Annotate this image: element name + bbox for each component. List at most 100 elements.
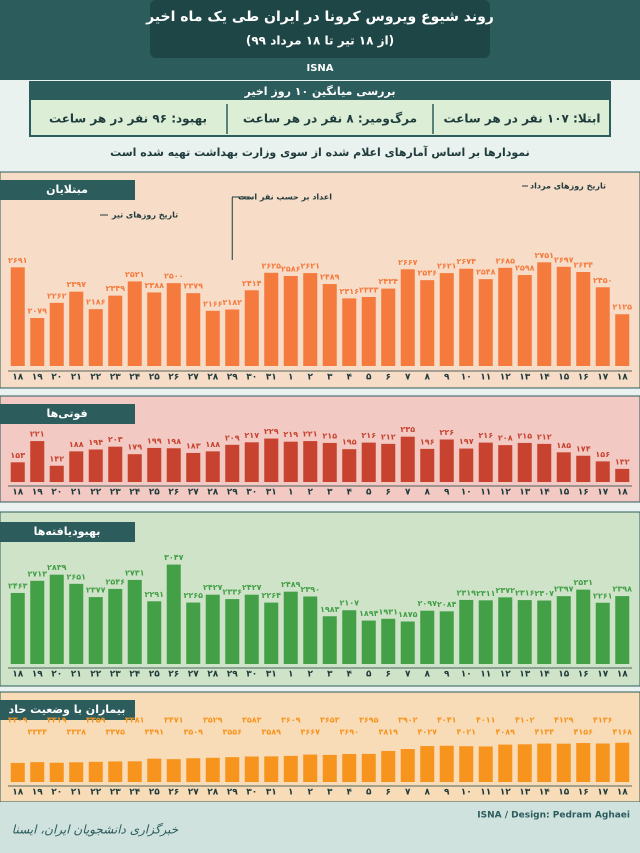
value-label: ۱۹۹ (147, 436, 162, 445)
value-label: ۲۳۷۲ (495, 586, 515, 595)
bar (517, 744, 532, 782)
x-tick-label: ۱۸ (12, 788, 23, 798)
x-tick-label: ۲۶ (168, 670, 179, 680)
value-label: ۱۷۴ (576, 444, 591, 453)
bar (322, 754, 337, 782)
bar (49, 302, 64, 366)
bar (517, 442, 532, 482)
x-tick-label: ۲۰ (51, 670, 62, 680)
value-label: ۲۵۰۰ (164, 272, 184, 281)
bar (381, 288, 396, 366)
value-label: ۲۳۸۸ (144, 281, 164, 290)
bar (127, 454, 142, 482)
bar (322, 284, 337, 366)
value-label: ۲۳۱۶ (339, 287, 359, 296)
value-label: ۳۳۳۸ (66, 728, 86, 737)
bar (186, 602, 201, 664)
value-label: ۲۴۲۷ (203, 583, 223, 592)
title-panel (150, 0, 490, 58)
x-tick-label: ۱۷ (597, 670, 608, 680)
x-tick-label: ۱۸ (617, 788, 628, 798)
bar (10, 462, 25, 482)
bar (127, 761, 142, 782)
bar (361, 620, 376, 664)
x-tick-label: ۲ (308, 788, 314, 798)
bar (30, 441, 45, 482)
value-label: ۴۰۸۹ (495, 728, 515, 737)
bar (478, 746, 493, 782)
x-tick-label: ۱۶ (578, 670, 589, 680)
bar (69, 451, 84, 482)
value-label: ۱۸۵ (556, 441, 571, 450)
x-tick-label: ۱۱ (480, 488, 491, 498)
x-tick-label: ۱۶ (578, 373, 589, 383)
bar (186, 452, 201, 482)
x-tick-label: ۲۵ (149, 788, 160, 798)
x-tick-label: ۶ (386, 488, 392, 498)
x-tick-label: ۲۵ (149, 373, 160, 383)
x-tick-label: ۶ (386, 670, 392, 680)
bar (30, 762, 45, 782)
x-tick-label: ۱۵ (558, 670, 569, 680)
x-tick-label: ۲۸ (207, 788, 218, 798)
x-tick-label: ۳۰ (246, 373, 257, 383)
x-tick-label: ۱۱ (480, 373, 491, 383)
bar (400, 749, 415, 782)
bar (10, 592, 25, 664)
value-label: ۲۱۲ (537, 432, 552, 441)
bar (420, 610, 435, 664)
bar (459, 448, 474, 482)
x-tick-label: ۲۱ (71, 670, 82, 680)
x-tick-label: ۲۹ (227, 373, 238, 383)
bar (303, 754, 318, 782)
charts: مبتلایان۲۶۹۱۱۸۲۰۷۹۱۹۲۲۶۲۲۰۲۳۹۷۲۱۲۱۸۶۲۲۲۳… (0, 171, 640, 803)
chart-background (0, 171, 640, 389)
value-label: ۲۳۷۹ (183, 282, 203, 291)
value-label: ۲۶۹۱ (8, 256, 28, 265)
bar (439, 439, 454, 482)
x-tick-label: ۳۰ (246, 788, 257, 798)
x-tick-label: ۱۲ (500, 670, 511, 680)
value-label: ۱۹۸ (166, 437, 181, 446)
value-label: ۲۵۳۶ (417, 269, 437, 278)
x-tick-label: ۱۷ (597, 488, 608, 498)
value-label: ۲۲۶۱ (593, 591, 613, 600)
x-tick-label: ۲۲ (90, 670, 101, 680)
bar (303, 273, 318, 366)
summary-heading: بررسی میانگین ۱۰ روز اخیر (244, 85, 396, 98)
x-tick-label: ۱۰ (461, 488, 472, 498)
footer-band (0, 802, 640, 853)
x-tick-label: ۱۸ (12, 488, 23, 498)
x-tick-label: ۱۱ (480, 788, 491, 798)
x-tick-label: ۲۹ (227, 788, 238, 798)
bar (283, 441, 298, 482)
value-label: ۳۳۸۱ (125, 716, 145, 725)
x-tick-label: ۲۳ (110, 373, 121, 383)
value-label: ۲۷۱۳ (27, 569, 47, 578)
value-label: ۱۹۵ (342, 438, 357, 447)
x-tick-label: ۱۸ (12, 373, 23, 383)
x-tick-label: ۲۸ (207, 373, 218, 383)
bar (166, 448, 181, 482)
x-tick-label: ۱۳ (519, 373, 530, 383)
bar (108, 446, 123, 482)
x-tick-label: ۲۸ (207, 670, 218, 680)
bar (381, 618, 396, 664)
value-label: ۲۳۵ (400, 425, 415, 434)
value-label: ۲۵۳۱ (573, 578, 593, 587)
bar (88, 309, 103, 366)
x-tick-label: ۷ (405, 788, 411, 798)
bar (225, 757, 240, 782)
bar (420, 448, 435, 482)
annotation: تاریخ روزهای مرداد (530, 182, 606, 191)
value-label: ۲۵۲۱ (125, 270, 145, 279)
x-tick-label: ۱۳ (519, 788, 530, 798)
bar (127, 281, 142, 366)
value-label: ۱۸۸ (205, 440, 220, 449)
x-tick-label: ۵ (366, 373, 372, 383)
x-tick-label: ۲۶ (168, 488, 179, 498)
value-label: ۲۳۱۱ (476, 589, 496, 598)
chart-title-band (0, 700, 135, 720)
x-tick-label: ۶ (386, 373, 392, 383)
x-tick-label: ۷ (405, 488, 411, 498)
